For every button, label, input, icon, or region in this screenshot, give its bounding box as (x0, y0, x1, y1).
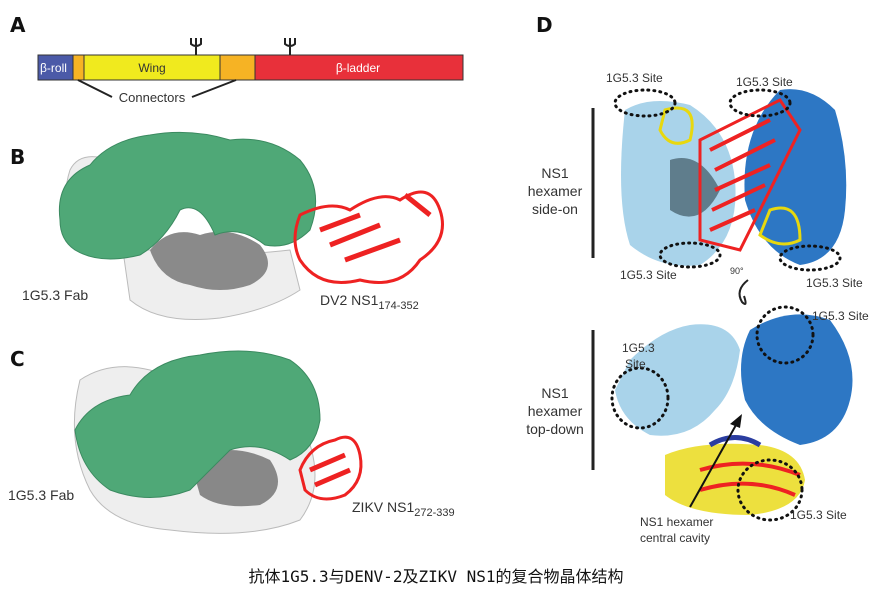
wing-segment (83, 54, 221, 81)
wing-label: Wing (138, 61, 165, 75)
panel-a-letter: A (10, 13, 26, 37)
connector-lines (77, 79, 237, 98)
rotation-arrow-icon (738, 279, 749, 305)
figure-caption: 抗体1G5.3与DENV-2及ZIKV NS1的复合物晶体结构 (248, 567, 624, 586)
connector-segment (219, 54, 256, 81)
beta-roll-label: β-roll (40, 61, 67, 75)
svg-text:1G5.3 Site: 1G5.3 Site (812, 309, 869, 323)
panel-b-letter: B (10, 145, 25, 169)
ns1-label-c: ZIKV NS1272-339 (352, 499, 455, 519)
svg-text:side-on: side-on (532, 201, 578, 217)
beta-ladder-label: β-ladder (336, 61, 380, 75)
side-on-title: NS1 hexamer side-on (528, 165, 583, 217)
fab-label-b: 1G5.3 Fab (22, 287, 88, 303)
svg-text:NS1: NS1 (541, 385, 568, 401)
svg-text:NS1: NS1 (541, 165, 568, 181)
panel-d-letter: D (536, 13, 553, 37)
svg-text:hexamer: hexamer (528, 403, 583, 419)
beta-roll-segment (37, 54, 74, 81)
svg-text:1G5.3 Site: 1G5.3 Site (620, 268, 677, 282)
svg-text:1G5.3: 1G5.3 (622, 341, 655, 355)
beta-ladder-segment (254, 54, 464, 81)
svg-text:1G5.3 Site: 1G5.3 Site (806, 276, 863, 290)
svg-text:top-down: top-down (526, 421, 584, 437)
connectors-label: Connectors (119, 90, 186, 105)
panel-c-letter: C (10, 347, 25, 371)
fab-label-c: 1G5.3 Fab (8, 487, 74, 503)
arrow-icon (730, 414, 742, 428)
fab-ns1-complex-zikv (73, 350, 363, 534)
figure: A β-roll Wing β-ladder Connectors B 1G5.… (8, 13, 869, 545)
svg-text:1G5.3 Site: 1G5.3 Site (606, 71, 663, 85)
connector-segment (72, 54, 85, 81)
svg-text:central cavity: central cavity (640, 531, 710, 545)
hexamer-top-down (610, 305, 853, 522)
svg-text:1G5.3 Site: 1G5.3 Site (736, 75, 793, 89)
domain-bar: β-roll Wing β-ladder Connectors (37, 38, 464, 105)
rotation-label: 90° (730, 266, 744, 276)
hexamer-side-on (613, 88, 847, 272)
fab-ns1-complex-dv2 (58, 131, 444, 321)
svg-text:hexamer: hexamer (528, 183, 583, 199)
glycan-icon (190, 38, 296, 55)
top-down-title: NS1 hexamer top-down (526, 385, 584, 437)
site-labels-top-down: 1G5.3 Site 1G5.3 Site 1G5.3 Site NS1 hex… (622, 309, 869, 545)
site-labels-side-on: 1G5.3 Site 1G5.3 Site 1G5.3 Site 1G5.3 S… (606, 71, 863, 290)
ns1-label-b: DV2 NS1174-352 (320, 292, 419, 312)
svg-text:NS1 hexamer: NS1 hexamer (640, 515, 713, 529)
svg-text:Site: Site (625, 357, 646, 371)
svg-text:1G5.3 Site: 1G5.3 Site (790, 508, 847, 522)
